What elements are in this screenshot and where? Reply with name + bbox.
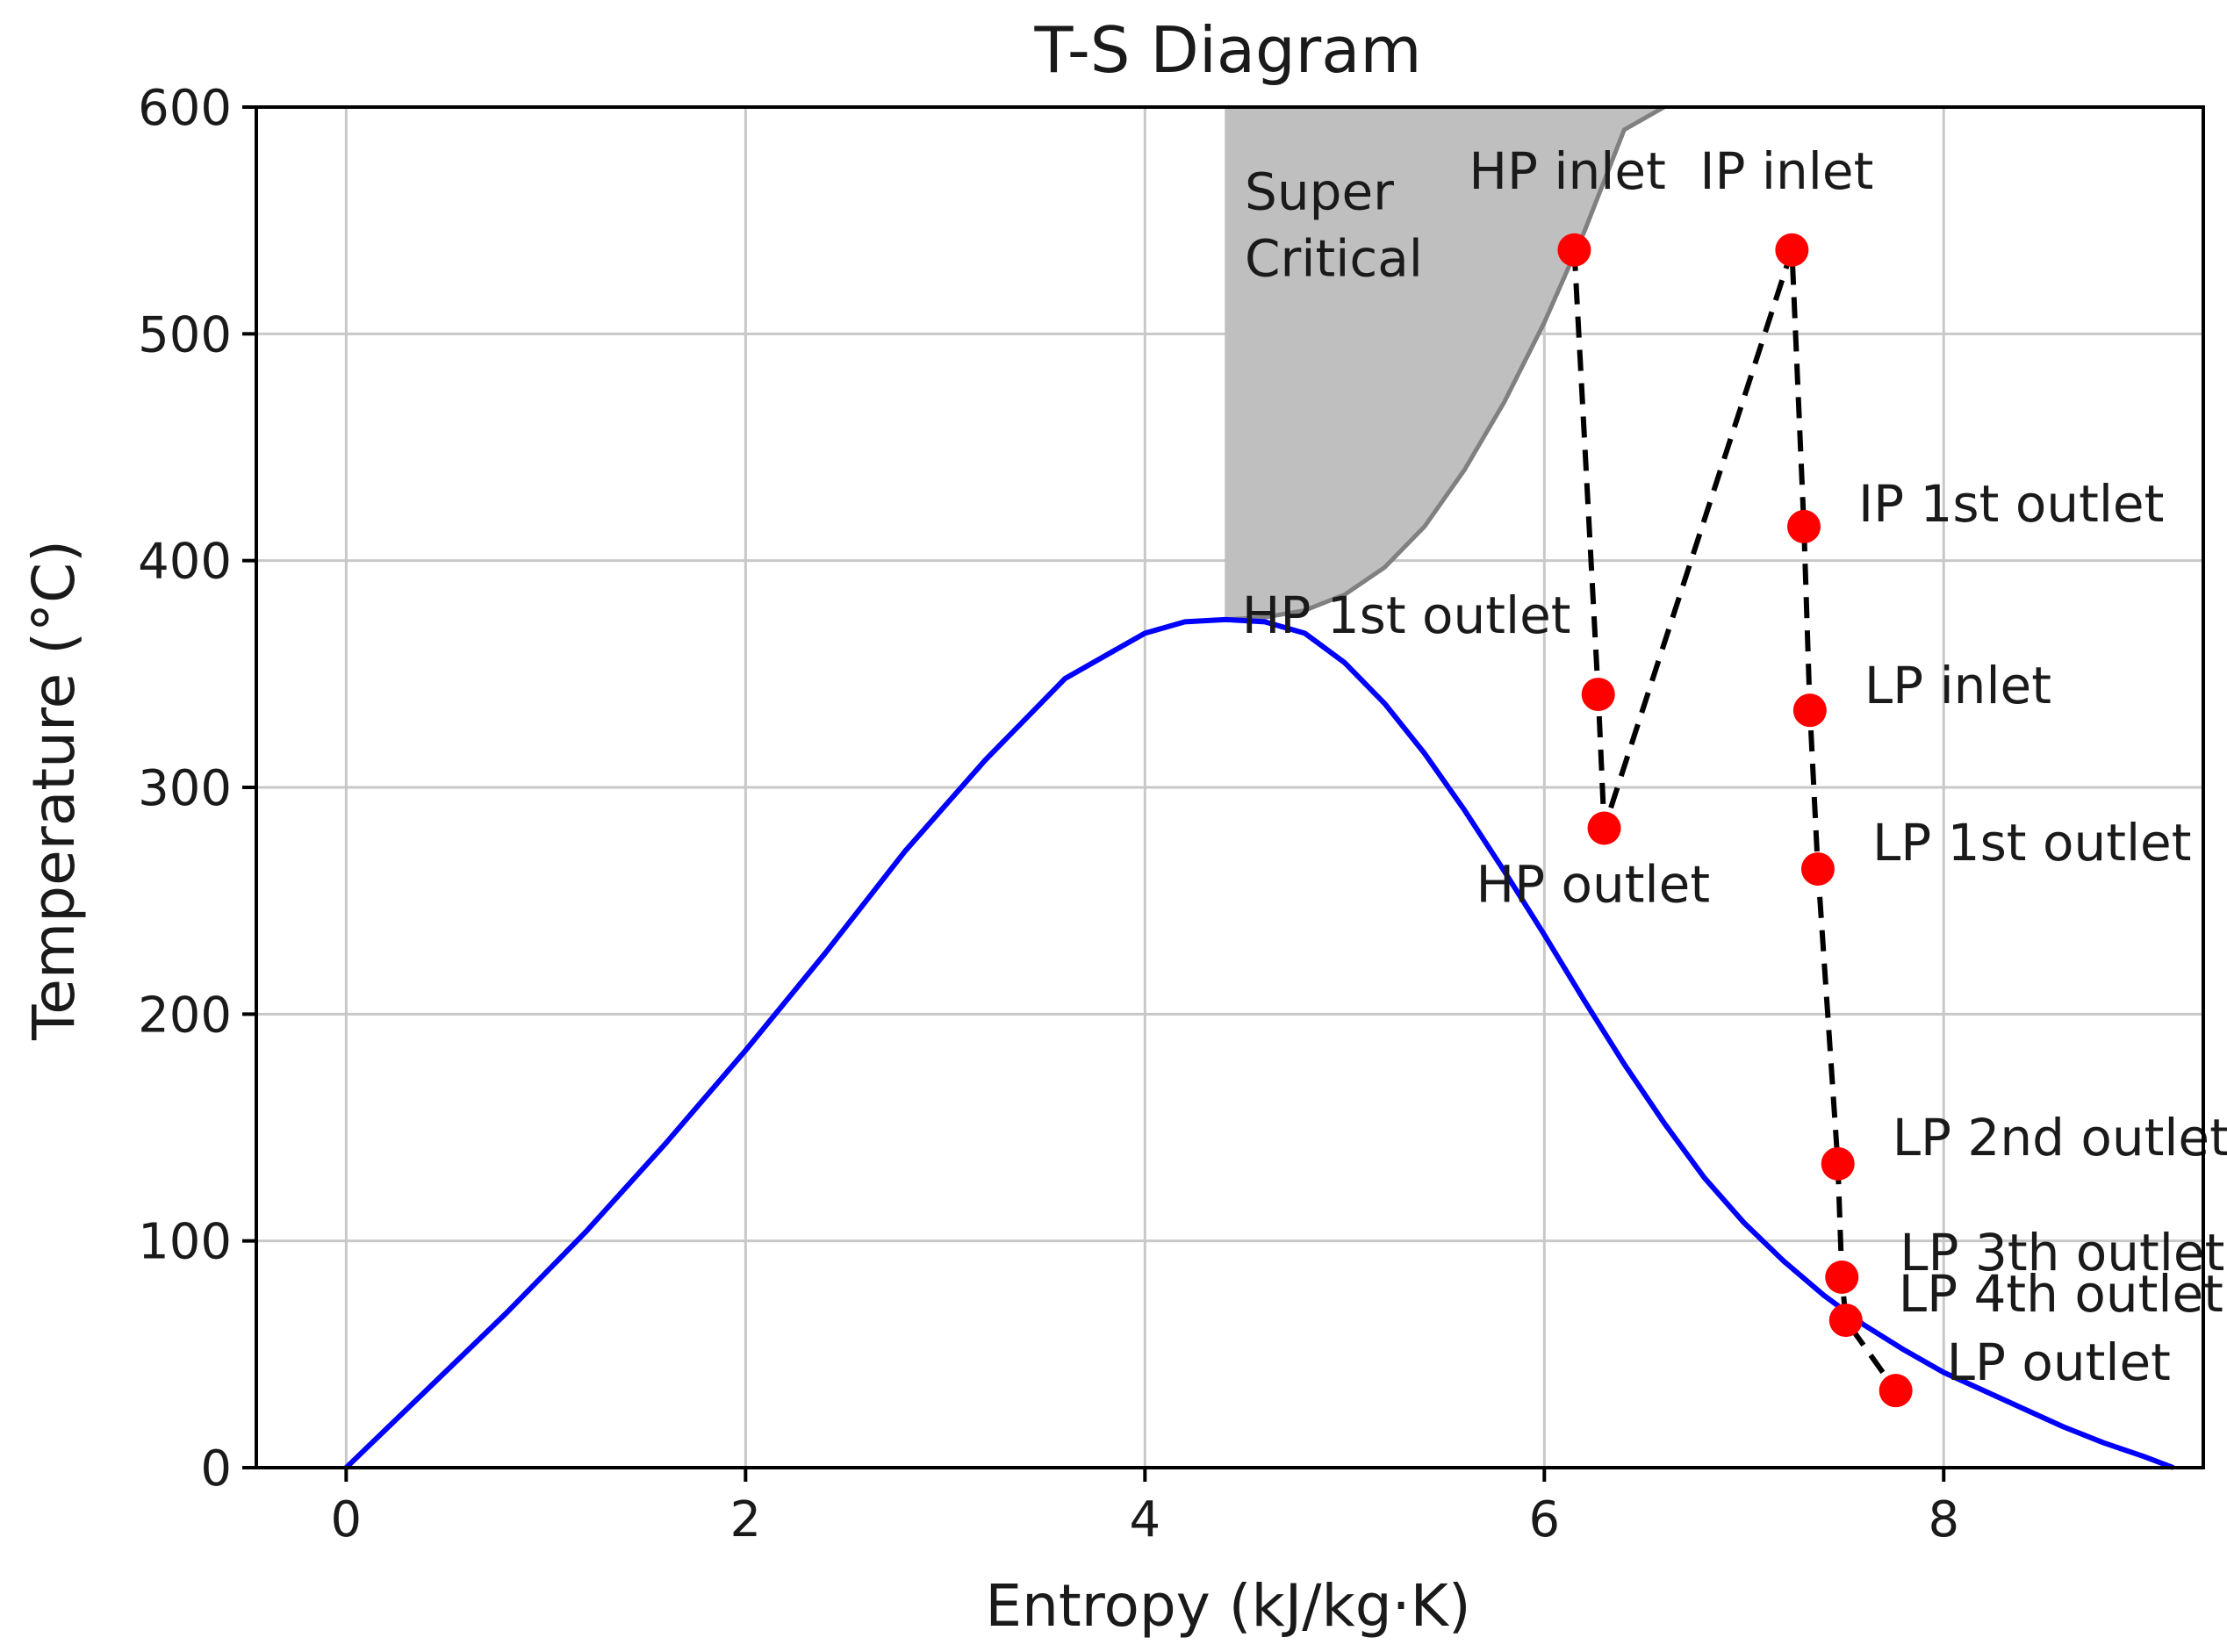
y-tick-label: 500	[138, 306, 232, 363]
x-tick-label: 0	[331, 1491, 363, 1548]
x-tick-label: 6	[1528, 1491, 1560, 1548]
y-axis-label: Temperature (°C)	[20, 540, 88, 1041]
supercritical-label-line: Super	[1245, 162, 1394, 221]
point-label: LP 2nd outlet	[1893, 1108, 2227, 1167]
point-label: IP inlet	[1699, 141, 1873, 201]
state-point-ip-1st-outlet	[1787, 509, 1821, 543]
supercritical-label: Super Critical	[1245, 162, 1423, 288]
supercritical-label-line: Critical	[1245, 228, 1423, 288]
state-point-lp-4th-outlet	[1828, 1304, 1863, 1338]
point-label: HP outlet	[1476, 855, 1711, 915]
state-point-lp-outlet	[1879, 1374, 1913, 1408]
state-point-hp-inlet	[1557, 233, 1591, 267]
y-tick-label: 200	[138, 987, 232, 1044]
y-tick-label: 300	[138, 760, 232, 817]
supercritical-boundary-line	[1225, 107, 1666, 622]
x-axis-label: Entropy (kJ/kg·K)	[985, 1572, 1470, 1640]
point-label: LP outlet	[1947, 1332, 2171, 1392]
state-point-lp-1st-outlet	[1800, 852, 1835, 886]
saturation-curve	[344, 616, 2174, 1470]
supercritical-region	[1225, 107, 1664, 620]
state-point-hp-1st-outlet	[1581, 678, 1615, 712]
state-point-lp-inlet	[1792, 693, 1827, 728]
y-tick-label: 100	[138, 1214, 232, 1271]
plot-area: HP inlet HP 1st outlet HP outlet IP inlet IP…	[138, 80, 2227, 1548]
point-label: IP 1st outlet	[1858, 474, 2164, 534]
point-label: LP 3th outlet	[1900, 1223, 2224, 1282]
chart-title: T-S Diagram	[1033, 13, 1421, 87]
state-point-hp-outlet	[1587, 811, 1621, 845]
x-tick-label: 2	[730, 1491, 762, 1548]
x-tick-label: 4	[1129, 1491, 1160, 1548]
point-label: LP 1st outlet	[1872, 813, 2192, 873]
state-point-ip-inlet	[1775, 233, 1809, 267]
point-label: LP inlet	[1864, 656, 2051, 715]
point-label: HP 1st outlet	[1242, 585, 1571, 645]
y-tick-label: 400	[138, 534, 232, 591]
point-label: LP 4th outlet	[1899, 1264, 2223, 1324]
point-label: HP inlet	[1469, 141, 1665, 201]
y-tick-label: 600	[138, 80, 232, 137]
state-point-lp-3th-outlet	[1825, 1261, 1859, 1294]
state-point-lp-2nd-outlet	[1821, 1146, 1855, 1181]
y-tick-label: 0	[200, 1440, 232, 1498]
x-tick-label: 8	[1928, 1491, 1959, 1548]
